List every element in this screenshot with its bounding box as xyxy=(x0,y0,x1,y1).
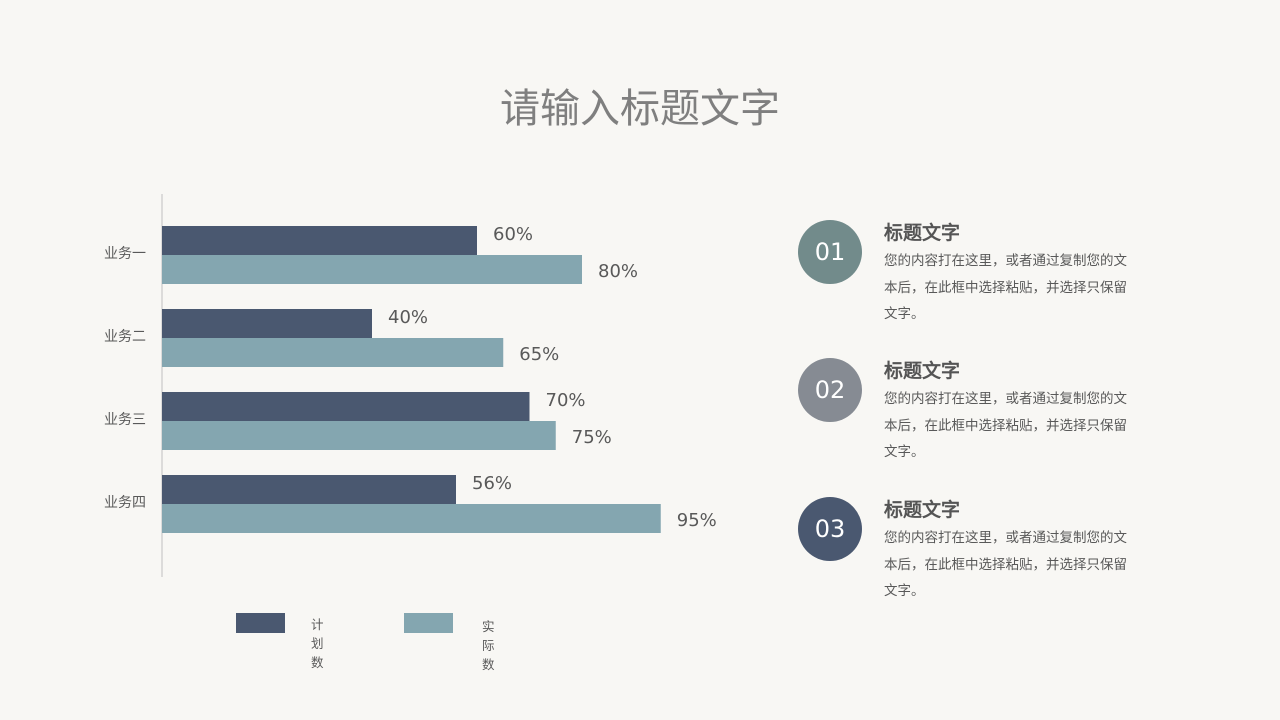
bar-plan xyxy=(162,309,372,338)
category-label: 业务四 xyxy=(104,495,146,511)
bar-plan xyxy=(162,475,456,504)
data-label: 70% xyxy=(546,390,586,411)
data-label: 95% xyxy=(677,510,717,531)
bar-plan xyxy=(162,226,477,255)
data-label: 40% xyxy=(388,307,428,328)
item-title: 标题文字 xyxy=(884,360,961,382)
number-badge: 02 xyxy=(798,358,862,422)
item-description: 您的内容打在这里，或者通过复制您的文本后，在此框中选择粘贴，并选择只保留文字。 xyxy=(884,391,1127,460)
number-badge: 01 xyxy=(798,220,862,284)
category-label: 业务一 xyxy=(104,246,146,262)
bar-actual xyxy=(162,338,504,367)
bar-actual xyxy=(162,504,661,533)
data-label: 65% xyxy=(519,344,559,365)
bar-actual xyxy=(162,255,582,284)
bar-chart: 业务一 60% 80% 业务二 40% 65% 业务三 70% 75% 业务四 56% 95% xyxy=(104,194,717,577)
item-title: 标题文字 xyxy=(884,222,961,244)
data-label: 60% xyxy=(493,224,533,245)
item-title: 标题文字 xyxy=(884,499,961,521)
item-description: 您的内容打在这里，或者通过复制您的文本后，在此框中选择粘贴，并选择只保留文字。 xyxy=(884,530,1127,599)
bar-plan xyxy=(162,392,530,421)
category-label: 业务二 xyxy=(104,329,146,345)
legend-label-plan: 计划数 xyxy=(311,617,324,670)
legend-swatch-plan xyxy=(236,613,285,633)
number-badge: 03 xyxy=(798,497,862,561)
data-label: 75% xyxy=(572,427,612,448)
data-label: 56% xyxy=(472,473,512,494)
bar-actual xyxy=(162,421,556,450)
legend-swatch-actual xyxy=(404,613,453,633)
legend-label-actual: 实际数 xyxy=(482,619,495,672)
item-description: 您的内容打在这里，或者通过复制您的文本后，在此框中选择粘贴，并选择只保留文字。 xyxy=(884,253,1127,322)
category-label: 业务三 xyxy=(104,412,146,428)
slide-title: 请输入标题文字 xyxy=(500,86,780,132)
data-label: 80% xyxy=(598,261,638,282)
